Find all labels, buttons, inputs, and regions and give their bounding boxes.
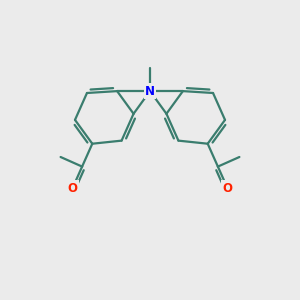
Text: O: O (68, 182, 77, 195)
Text: O: O (223, 182, 232, 195)
Text: N: N (145, 85, 155, 98)
